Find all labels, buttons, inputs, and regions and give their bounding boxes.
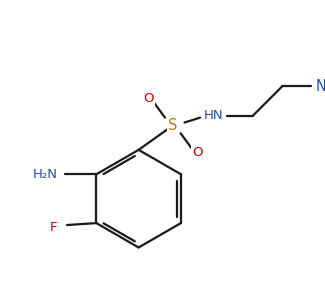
Text: H₂N: H₂N <box>32 168 57 181</box>
Text: O: O <box>192 146 202 159</box>
Text: O: O <box>143 92 154 105</box>
Text: F: F <box>50 221 57 234</box>
Text: N: N <box>316 79 325 94</box>
Text: HN: HN <box>204 109 224 122</box>
Text: S: S <box>168 118 177 133</box>
